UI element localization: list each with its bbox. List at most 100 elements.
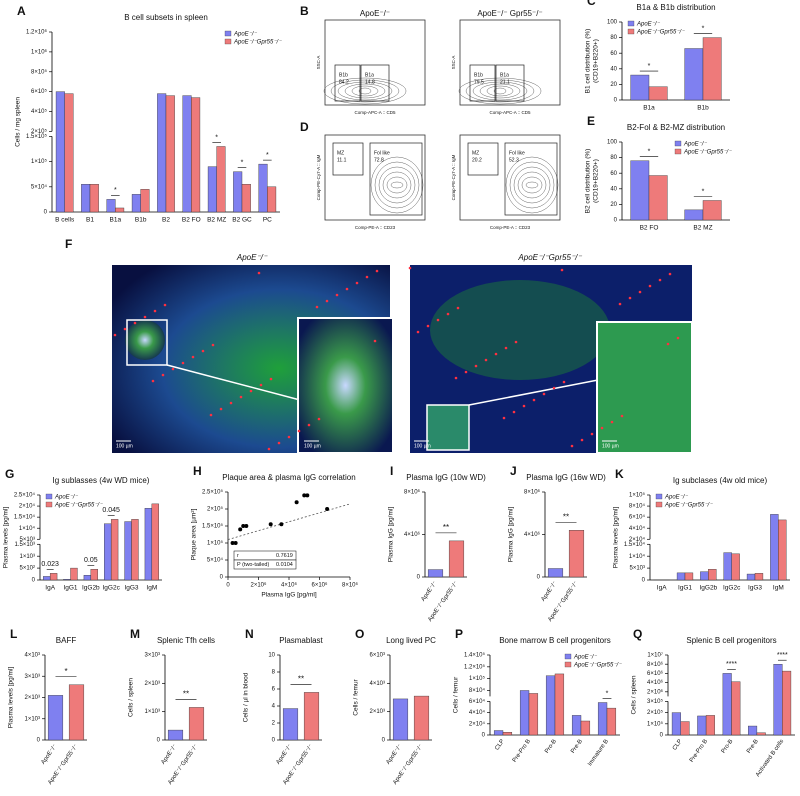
stats-cell	[233, 559, 297, 570]
spot	[590, 432, 594, 436]
bar	[49, 573, 58, 581]
bar	[90, 569, 98, 581]
spot	[542, 392, 546, 396]
y-tick-label: 0	[482, 733, 486, 739]
y-tick-label: 100	[607, 140, 618, 146]
bar	[216, 146, 226, 213]
x-tick-label: ApoE⁻/⁻	[421, 581, 439, 603]
bar	[545, 675, 556, 736]
bar	[207, 166, 217, 213]
x-tick-label: IgM	[773, 585, 784, 592]
x-tick-label: ApoE⁻/⁻	[41, 744, 59, 766]
axis-label: Comp-APC-A :: CD5	[354, 110, 396, 115]
panel-label: M	[130, 627, 140, 641]
y-tick-label: 4×10⁶	[524, 531, 541, 538]
y-tick-label: 1.5×10⁵	[26, 133, 48, 140]
spot	[267, 447, 271, 451]
chart-title: Long lived PC	[386, 636, 436, 645]
plot-frame	[324, 134, 426, 221]
x-tick-label: 0	[226, 583, 230, 589]
spot	[426, 324, 430, 328]
spot	[532, 398, 536, 402]
bar	[448, 540, 465, 578]
spot	[484, 358, 488, 362]
spot	[373, 339, 377, 343]
bar	[131, 194, 141, 213]
bar	[493, 730, 504, 736]
bar	[182, 95, 192, 213]
sig-label: *	[241, 160, 244, 167]
plot-frame	[459, 134, 561, 221]
bar	[700, 571, 709, 581]
scale-bar: 100 µm	[304, 443, 321, 449]
bar	[773, 664, 783, 736]
y-tick-label: 1×10⁵	[469, 675, 486, 682]
contour	[493, 87, 507, 95]
bar	[157, 93, 167, 213]
spot	[610, 420, 614, 424]
x-tick-label: B2 FO	[182, 217, 201, 224]
y-tick-label: 2×10⁴	[19, 503, 36, 510]
legend-label: ApoE⁻/⁻	[636, 22, 661, 28]
chart-title: Ig sublasses (4w WD mice)	[53, 476, 150, 485]
scale-bar: 100 µm	[414, 443, 431, 449]
panel-label: N	[245, 627, 254, 641]
x-tick-label: IgG1	[678, 585, 692, 592]
bar	[63, 579, 71, 581]
bar	[708, 569, 717, 581]
x-tick-label: B2	[162, 217, 170, 224]
contour	[521, 176, 543, 194]
gate	[469, 64, 496, 102]
y-tick-label: 2.5×10⁵	[202, 489, 224, 496]
spot	[365, 275, 369, 279]
bar	[151, 503, 159, 581]
x-tick-label: PC	[263, 217, 272, 224]
x-tick-label: ApoE⁻/⁻	[161, 744, 179, 766]
y-axis-label: Plasma levels [pg/ml]	[613, 507, 620, 569]
spot	[562, 380, 566, 384]
y-axis-label: Cells / spleen	[631, 675, 638, 714]
chart-title: Splenic Tfh cells	[157, 636, 215, 645]
x-tick-label: B cells	[55, 217, 75, 224]
y-tick-label: 60	[610, 171, 617, 177]
contour	[323, 77, 407, 105]
bar	[648, 86, 668, 101]
legend-label: ApoE⁻/⁻	[54, 495, 79, 501]
y-axis-label: (CD19+B220+)	[593, 39, 600, 83]
stats-name: P (two-tailed)	[237, 562, 269, 568]
point	[241, 524, 246, 528]
legend-label: ApoE⁻/⁻Gpr55⁻/⁻	[54, 503, 103, 509]
spot	[638, 290, 642, 294]
legend-label: ApoE⁻/⁻Gpr55⁻/⁻	[664, 503, 713, 509]
y-tick-label: 6×10⁵	[31, 88, 48, 95]
x-tick-label: Pro-B	[544, 739, 558, 755]
bar	[43, 576, 51, 581]
spot	[259, 383, 263, 387]
gate-name: MZ	[472, 150, 479, 156]
contour	[517, 171, 547, 199]
legend-label: ApoE⁻/⁻Gpr55⁻/⁻	[573, 663, 622, 669]
x-tick-label: IgA	[45, 585, 55, 592]
spot	[474, 364, 478, 368]
legend-label: ApoE⁻/⁻Gpr55⁻/⁻	[683, 150, 732, 156]
legend-swatch	[655, 493, 663, 500]
legend-swatch	[674, 148, 682, 155]
spot	[676, 336, 680, 340]
y-tick-label: 1×10⁴	[19, 525, 36, 532]
panel-label: I	[390, 464, 393, 478]
y-tick-label: 2.5×10⁴	[14, 492, 36, 499]
chart-title: Ig subclases (4w old mice)	[673, 476, 768, 485]
y-tick-label: 6×10⁶	[647, 670, 664, 677]
bar	[303, 692, 320, 741]
gate	[495, 64, 525, 102]
x-tick-label: Pre-Pro B	[689, 739, 709, 764]
y-tick-label: 0	[537, 575, 541, 581]
y-tick-label: 0	[272, 738, 276, 744]
x-tick-label: IgG3	[748, 585, 762, 592]
zoom-box	[426, 404, 470, 451]
bar	[722, 673, 732, 736]
bar	[124, 521, 132, 581]
y-tick-label: 5×10³	[19, 537, 35, 543]
contour	[382, 171, 412, 199]
y-tick-label: 2×10⁴	[629, 536, 646, 543]
